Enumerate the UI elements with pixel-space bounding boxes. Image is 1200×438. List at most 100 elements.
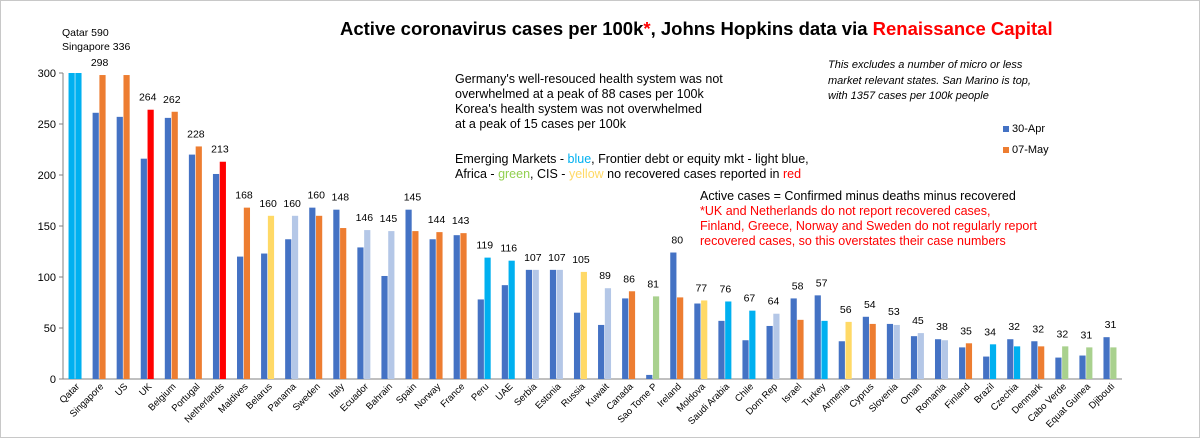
outlier-singapore: Singapore 336: [62, 41, 131, 53]
data-label: 58: [792, 280, 804, 292]
data-label: 119: [476, 240, 493, 252]
x-tick-label: Estonia: [533, 381, 564, 412]
legend-item-may: 07-May: [1003, 144, 1049, 156]
bar-apr: [910, 336, 918, 379]
bar-apr: [333, 209, 340, 379]
note-active-definition: Active cases = Confirmed minus deaths mi…: [700, 189, 1037, 248]
bar-may: [364, 230, 371, 379]
bar-apr: [92, 112, 99, 379]
bar-may: [628, 291, 636, 379]
bar-apr: [742, 340, 749, 379]
chart-title: Active coronavirus cases per 100k*, John…: [340, 18, 1053, 39]
data-label: 80: [671, 235, 683, 247]
data-label: 32: [1056, 328, 1068, 340]
bar-apr: [285, 239, 292, 379]
x-tick-label: UK: [137, 381, 155, 399]
bar-may: [989, 344, 997, 379]
data-label: 160: [259, 198, 277, 210]
bar-apr: [68, 73, 75, 379]
bar-apr: [573, 312, 581, 379]
legend-swatch-may: [1003, 147, 1009, 154]
bar-may: [388, 231, 395, 379]
bar-may: [340, 228, 347, 379]
x-tick-label: France: [439, 381, 468, 410]
bar-apr: [670, 252, 677, 379]
data-label: 53: [888, 306, 900, 318]
data-label: 34: [984, 326, 996, 338]
data-label: 145: [380, 213, 398, 225]
data-label: 56: [840, 304, 852, 316]
bar-may: [845, 321, 852, 379]
bar-apr: [1055, 357, 1062, 379]
bar-may: [1062, 346, 1069, 379]
data-label: 35: [960, 325, 972, 337]
bar-apr: [429, 239, 436, 379]
data-label: 143: [452, 215, 470, 227]
x-tick-label: Italy: [327, 381, 347, 401]
bar-may: [941, 340, 948, 379]
bar-apr: [212, 173, 220, 379]
bar-apr: [261, 253, 268, 379]
bar-apr: [525, 269, 533, 379]
bar-may: [243, 207, 251, 379]
bar-may: [701, 300, 708, 379]
bar-apr: [718, 320, 725, 379]
data-label: 107: [548, 252, 566, 264]
bar-may: [677, 297, 684, 379]
bar-may: [316, 215, 323, 379]
bar-apr: [766, 325, 773, 379]
bar-may: [869, 323, 876, 379]
data-label: 32: [1008, 321, 1020, 333]
brand-name: Renaissance Capital: [872, 18, 1053, 39]
bar-may: [460, 233, 467, 379]
bar-apr: [188, 154, 196, 379]
bar-may: [75, 73, 82, 379]
bar-may: [1110, 347, 1117, 379]
data-label: 57: [816, 277, 828, 289]
data-label: 77: [695, 282, 707, 294]
data-label: 160: [283, 198, 301, 210]
data-label: 160: [307, 190, 325, 202]
data-label: 213: [211, 144, 229, 156]
bar-apr: [790, 298, 797, 379]
bar-apr: [357, 247, 364, 379]
bar-may: [652, 296, 660, 379]
bar-may: [532, 269, 539, 379]
bar-may: [556, 269, 563, 379]
bar-apr: [862, 316, 869, 379]
bar-may: [412, 231, 419, 379]
data-label: 105: [572, 254, 590, 266]
bar-may: [267, 215, 275, 379]
bar-apr: [309, 207, 316, 379]
bar-apr: [1007, 339, 1014, 379]
bar-may: [604, 288, 612, 379]
bar-apr: [598, 324, 605, 379]
bar-apr: [838, 341, 845, 379]
bar-may: [917, 333, 924, 379]
data-label: 107: [524, 252, 542, 264]
x-tick-label: Djibouti: [1087, 381, 1117, 411]
x-tick-label: Norway: [413, 381, 444, 412]
legend-item-apr: 30-Apr: [1003, 123, 1045, 135]
bar-may: [99, 75, 106, 379]
x-tick-label: Bahrain: [364, 381, 395, 412]
legend-swatch-apr: [1003, 126, 1009, 133]
bar-may: [773, 313, 780, 379]
data-label: 86: [623, 273, 635, 285]
bar-apr: [814, 295, 821, 379]
bar-apr: [1079, 355, 1086, 379]
bar-apr: [116, 116, 123, 380]
data-label: 67: [744, 293, 756, 305]
data-label: 148: [332, 192, 350, 204]
bar-may: [508, 260, 515, 379]
data-label: 38: [936, 321, 948, 333]
bar-apr: [381, 275, 388, 379]
bar-apr: [140, 158, 147, 379]
data-label: 45: [912, 315, 924, 327]
y-tick-label: 50: [44, 323, 56, 335]
y-tick-label: 300: [38, 68, 56, 80]
bar-may: [725, 301, 732, 379]
bar-apr: [646, 374, 653, 379]
bar-apr: [1103, 337, 1110, 379]
